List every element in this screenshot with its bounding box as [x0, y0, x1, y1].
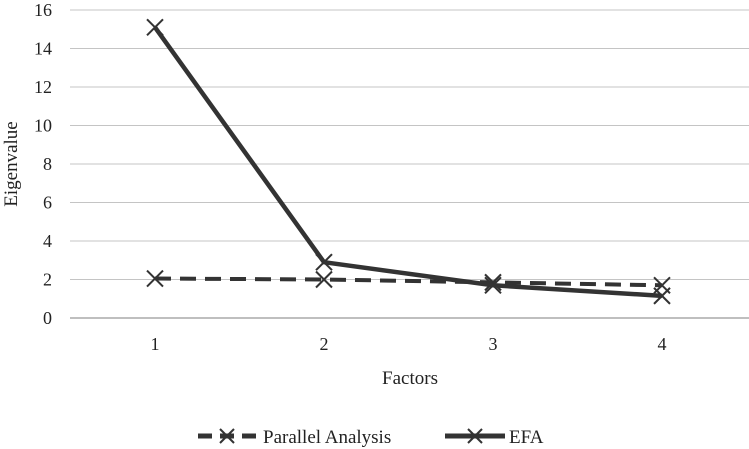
x-tick-label: 4 — [658, 334, 667, 354]
y-tick-label: 8 — [43, 154, 52, 174]
series-group — [146, 18, 671, 305]
legend: Parallel Analysis EFA — [198, 427, 544, 448]
x-tick-label: 2 — [320, 334, 329, 354]
y-axis-ticks: 0 2 4 6 8 10 12 14 16 — [34, 0, 52, 328]
legend-label-parallel-analysis: Parallel Analysis — [263, 427, 391, 448]
x-axis-ticks: 1 2 3 4 — [151, 334, 667, 354]
data-point-efa-3 — [484, 276, 502, 294]
y-tick-label: 16 — [34, 0, 52, 20]
series-parallel-analysis — [146, 269, 671, 294]
series-efa — [146, 18, 671, 305]
y-tick-label: 12 — [34, 77, 52, 97]
x-axis-title: Factors — [382, 368, 438, 389]
y-tick-label: 14 — [34, 39, 52, 59]
y-axis-title: Eigenvalue — [1, 121, 22, 206]
x-tick-label: 3 — [489, 334, 498, 354]
x-tick-label: 1 — [151, 334, 160, 354]
data-point-parallel-analysis-2 — [315, 270, 333, 289]
data-point-efa-1 — [146, 18, 164, 37]
legend-label-efa: EFA — [509, 427, 544, 448]
data-point-efa-4 — [653, 287, 671, 305]
y-tick-label: 10 — [34, 116, 52, 136]
series-line-parallel-analysis — [154, 276, 663, 288]
legend-marker-parallel-analysis — [219, 428, 235, 444]
y-tick-label: 6 — [43, 193, 52, 213]
y-tick-label: 4 — [43, 231, 52, 251]
data-point-parallel-analysis-1 — [146, 269, 164, 288]
series-line-efa — [153, 26, 663, 299]
data-point-efa-2 — [315, 253, 333, 271]
y-tick-label: 0 — [43, 308, 52, 328]
legend-marker-efa — [467, 428, 483, 444]
y-tick-label: 2 — [43, 270, 52, 290]
